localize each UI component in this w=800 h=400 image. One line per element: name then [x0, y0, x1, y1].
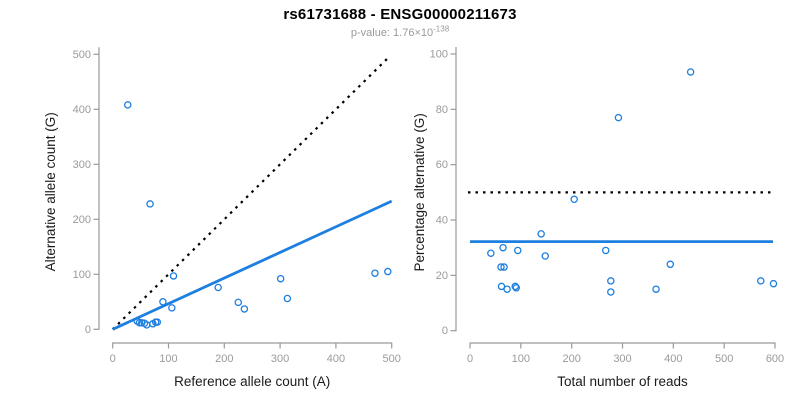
x-tick-label: 0 [467, 353, 473, 365]
y-tick-label: 20 [436, 270, 448, 282]
data-point [159, 298, 167, 306]
y-tick-label: 400 [73, 104, 91, 116]
data-point [146, 200, 154, 208]
data-point [512, 284, 521, 292]
x-tick-label: 400 [664, 353, 682, 365]
pvalue-subtitle: p-value: 1.76×10-138 [0, 24, 800, 39]
data-point [769, 279, 778, 288]
pvalue-exponent: -138 [433, 24, 450, 34]
data-point [487, 249, 495, 257]
data-point [153, 318, 162, 326]
x-tick-label: 100 [512, 353, 530, 365]
page-title: rs61731688 - ENSG00000211673 [283, 6, 517, 23]
data-point [283, 294, 292, 303]
pvalue-text: p-value: 1.76×10 [350, 27, 434, 39]
data-point [240, 305, 249, 313]
data-point [276, 274, 285, 283]
data-point [570, 195, 578, 204]
x-axis-title: Total number of reads [557, 374, 688, 389]
y-tick-label: 60 [436, 159, 448, 171]
data-point [652, 285, 660, 293]
data-point [503, 285, 511, 293]
data-point [135, 318, 144, 327]
data-point [541, 252, 549, 260]
x-tick-label: 400 [327, 353, 345, 365]
y-tick-label: 80 [436, 104, 448, 116]
data-point [371, 269, 379, 277]
x-axis-title: Reference allele count (A) [174, 374, 330, 389]
y-tick-label: 100 [73, 269, 91, 281]
y-tick-label: 0 [442, 325, 448, 337]
x-tick-label: 300 [271, 353, 289, 365]
data-point [514, 246, 522, 255]
y-tick-label: 300 [73, 159, 91, 171]
data-point [124, 101, 132, 109]
data-point [614, 113, 623, 122]
y-tick-label: 100 [430, 49, 448, 61]
data-point [607, 288, 615, 296]
data-point [757, 277, 765, 285]
y-tick-label: 200 [73, 214, 91, 226]
data-point [686, 68, 695, 76]
x-tick-label: 300 [613, 353, 631, 365]
data-point [601, 246, 610, 255]
allele-counts-scatter-panel: 0 100 200 300 400 500 Alternative allele count… [43, 47, 401, 389]
y-tick-label: 40 [436, 215, 448, 227]
x-tick-label: 500 [715, 353, 733, 365]
y-tick-label: 0 [85, 324, 91, 336]
x-tick-label: 500 [383, 353, 401, 365]
identity-line [111, 55, 391, 331]
x-tick-label: 600 [766, 353, 784, 365]
data-point [169, 272, 178, 280]
y-axis-title: Percentage alternative (G) [412, 113, 427, 271]
data-point [214, 283, 222, 292]
x-tick-label: 200 [562, 353, 580, 365]
x-tick-label: 0 [110, 353, 116, 365]
data-point [500, 263, 508, 271]
y-tick-label: 500 [73, 49, 91, 61]
data-point [607, 277, 615, 285]
data-point [497, 263, 505, 271]
data-point [537, 230, 545, 238]
x-tick-label: 100 [159, 353, 177, 365]
data-point [234, 298, 242, 307]
data-point [511, 282, 519, 291]
percentage-alternative-scatter-panel: 0 20 40 60 80 100 Percentage alternative (G) 0 1… [412, 47, 784, 389]
data-point [168, 304, 176, 312]
x-tick-label: 200 [215, 353, 233, 365]
y-axis-title: Alternative allele count (G) [43, 112, 58, 271]
data-point [666, 260, 675, 269]
data-point [384, 267, 392, 276]
regression-line [112, 199, 393, 331]
data-point [499, 243, 507, 252]
